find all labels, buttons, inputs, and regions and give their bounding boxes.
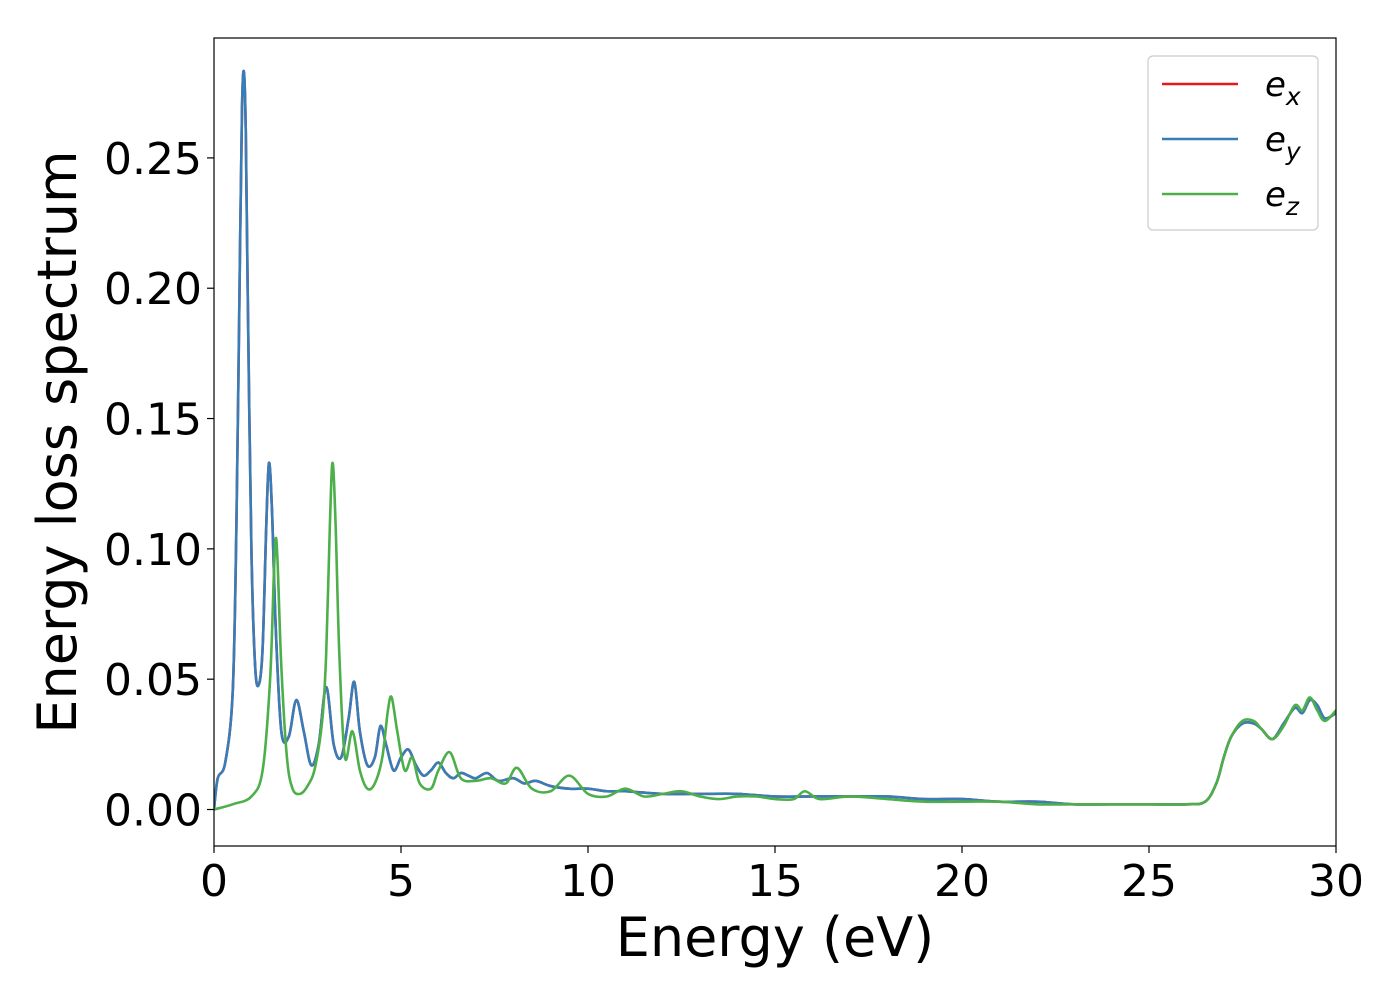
legend-label-subscript: x: [1285, 82, 1301, 111]
series-layer: [214, 69, 1336, 811]
x-axis-title: Energy (eV): [616, 906, 935, 969]
x-tick-label: 15: [747, 856, 803, 907]
y-axis-title: Energy loss spectrum: [26, 150, 89, 733]
legend-label-base: e: [1265, 120, 1286, 160]
x-tick-label: 25: [1121, 856, 1177, 907]
x-tick-label: 10: [560, 856, 616, 907]
y-tick-label: 0.00: [104, 786, 202, 837]
x-tick-label: 0: [200, 856, 228, 907]
x-tick-label: 30: [1308, 856, 1364, 907]
series-line-ez: [214, 461, 1336, 811]
legend-label-ez: ez: [1265, 175, 1300, 221]
legend-box: [1147, 55, 1319, 231]
y-tick-label: 0.05: [104, 655, 202, 706]
y-tick-label: 0.25: [104, 134, 202, 185]
y-tick-label: 0.20: [104, 264, 202, 315]
y-axis: 0.00 0.05 0.10 0.15 0.20 0.25: [104, 134, 214, 837]
x-axis: 0 5 10 15 20 25 30: [200, 846, 1364, 907]
y-tick-label: 0.10: [104, 525, 202, 576]
legend-label-ex: ex: [1265, 65, 1301, 111]
legend-label-base: e: [1265, 175, 1286, 215]
x-tick-label: 20: [934, 856, 990, 907]
legend-label-subscript: y: [1285, 137, 1302, 166]
legend-label-subscript: z: [1285, 192, 1300, 221]
x-tick-label: 5: [387, 856, 415, 907]
legend-label-ey: ey: [1265, 120, 1302, 166]
y-tick-label: 0.15: [104, 395, 202, 446]
legend-label-base: e: [1265, 65, 1286, 105]
